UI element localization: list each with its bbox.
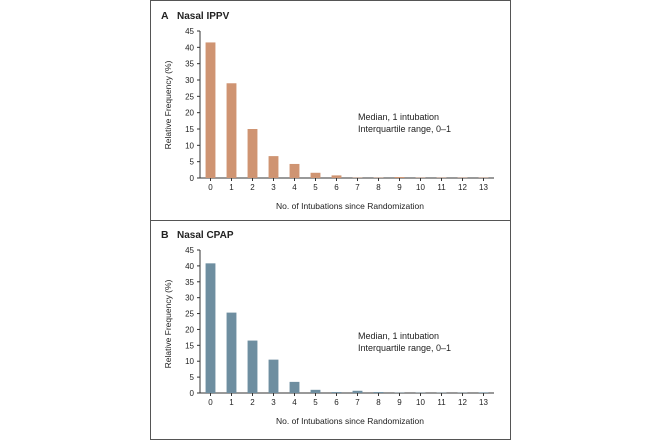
x-tick-label: 10 bbox=[416, 398, 425, 407]
bar-6 bbox=[331, 392, 342, 393]
x-tick-label: 5 bbox=[313, 398, 318, 407]
x-axis-label: No. of Intubations since Randomization bbox=[276, 201, 424, 211]
bar-5 bbox=[310, 389, 321, 393]
x-tick-label: 2 bbox=[250, 398, 255, 407]
y-tick-label: 20 bbox=[185, 109, 194, 118]
annotation-median: Median, 1 intubation bbox=[358, 331, 439, 341]
bar-1 bbox=[226, 83, 237, 178]
bar-1 bbox=[226, 312, 237, 393]
x-tick-label: 1 bbox=[229, 183, 234, 192]
x-tick-label: 10 bbox=[416, 183, 425, 192]
y-tick-label: 5 bbox=[190, 158, 195, 167]
bar-8 bbox=[373, 392, 384, 393]
y-tick-label: 15 bbox=[185, 341, 194, 350]
x-tick-label: 1 bbox=[229, 398, 234, 407]
x-axis-label: No. of Intubations since Randomization bbox=[276, 416, 424, 426]
y-tick-label: 25 bbox=[185, 310, 194, 319]
y-tick-label: 30 bbox=[185, 76, 194, 85]
x-tick-label: 4 bbox=[292, 398, 297, 407]
y-tick-label: 45 bbox=[185, 27, 194, 36]
panel-b: B Nasal CPAP Relative Frequency (%) No. … bbox=[161, 229, 494, 426]
bar-4 bbox=[289, 163, 300, 178]
x-tick-label: 5 bbox=[313, 183, 318, 192]
x-tick-label: 11 bbox=[437, 398, 446, 407]
bar-2 bbox=[247, 129, 258, 178]
y-tick-label: 0 bbox=[190, 389, 195, 398]
y-tick-label: 15 bbox=[185, 125, 194, 134]
x-tick-label: 6 bbox=[334, 398, 339, 407]
x-tick-label: 13 bbox=[479, 183, 488, 192]
x-tick-label: 4 bbox=[292, 183, 297, 192]
panel-a: A Nasal IPPV Relative Frequency (%) No. … bbox=[161, 10, 494, 211]
bar-0 bbox=[205, 263, 216, 393]
bar-3 bbox=[268, 156, 279, 178]
bar-2 bbox=[247, 340, 258, 393]
y-tick-label: 40 bbox=[185, 262, 194, 271]
x-tick-label: 13 bbox=[479, 398, 488, 407]
bar-3 bbox=[268, 359, 279, 393]
x-tick-label: 3 bbox=[271, 183, 276, 192]
panel-title: Nasal CPAP bbox=[177, 230, 234, 241]
bar-5 bbox=[310, 172, 321, 178]
x-tick-label: 0 bbox=[208, 183, 213, 192]
x-tick-label: 9 bbox=[397, 183, 402, 192]
y-tick-label: 40 bbox=[185, 43, 194, 52]
bar-13 bbox=[478, 392, 489, 393]
x-tick-label: 11 bbox=[437, 183, 446, 192]
y-tick-label: 35 bbox=[185, 60, 194, 69]
bar-6 bbox=[331, 175, 342, 178]
annotation-iqr: Interquartile range, 0–1 bbox=[358, 343, 451, 353]
panel-title: Nasal IPPV bbox=[177, 11, 230, 22]
x-tick-label: 6 bbox=[334, 183, 339, 192]
bar-4 bbox=[289, 381, 300, 393]
x-tick-label: 9 bbox=[397, 398, 402, 407]
x-tick-label: 7 bbox=[355, 398, 360, 407]
bar-9 bbox=[394, 177, 405, 178]
y-axis-label: Relative Frequency (%) bbox=[163, 279, 173, 368]
y-tick-label: 30 bbox=[185, 294, 194, 303]
x-tick-label: 7 bbox=[355, 183, 360, 192]
panel-letter: A bbox=[161, 10, 169, 22]
y-tick-label: 5 bbox=[190, 373, 195, 382]
x-tick-label: 2 bbox=[250, 183, 255, 192]
panel-letter: B bbox=[161, 229, 169, 241]
x-tick-label: 12 bbox=[458, 398, 467, 407]
bar-7 bbox=[352, 390, 363, 393]
y-tick-label: 10 bbox=[185, 357, 194, 366]
y-tick-label: 35 bbox=[185, 278, 194, 287]
y-tick-label: 45 bbox=[185, 246, 194, 255]
annotation-iqr: Interquartile range, 0–1 bbox=[358, 124, 451, 134]
x-tick-label: 8 bbox=[376, 398, 381, 407]
x-tick-label: 0 bbox=[208, 398, 213, 407]
y-tick-label: 25 bbox=[185, 92, 194, 101]
y-tick-label: 20 bbox=[185, 325, 194, 334]
bar-0 bbox=[205, 42, 216, 178]
y-tick-label: 10 bbox=[185, 141, 194, 150]
annotation-median: Median, 1 intubation bbox=[358, 112, 439, 122]
y-tick-label: 0 bbox=[190, 174, 195, 183]
x-tick-label: 8 bbox=[376, 183, 381, 192]
x-tick-label: 3 bbox=[271, 398, 276, 407]
x-tick-label: 12 bbox=[458, 183, 467, 192]
y-axis-label: Relative Frequency (%) bbox=[163, 60, 173, 149]
